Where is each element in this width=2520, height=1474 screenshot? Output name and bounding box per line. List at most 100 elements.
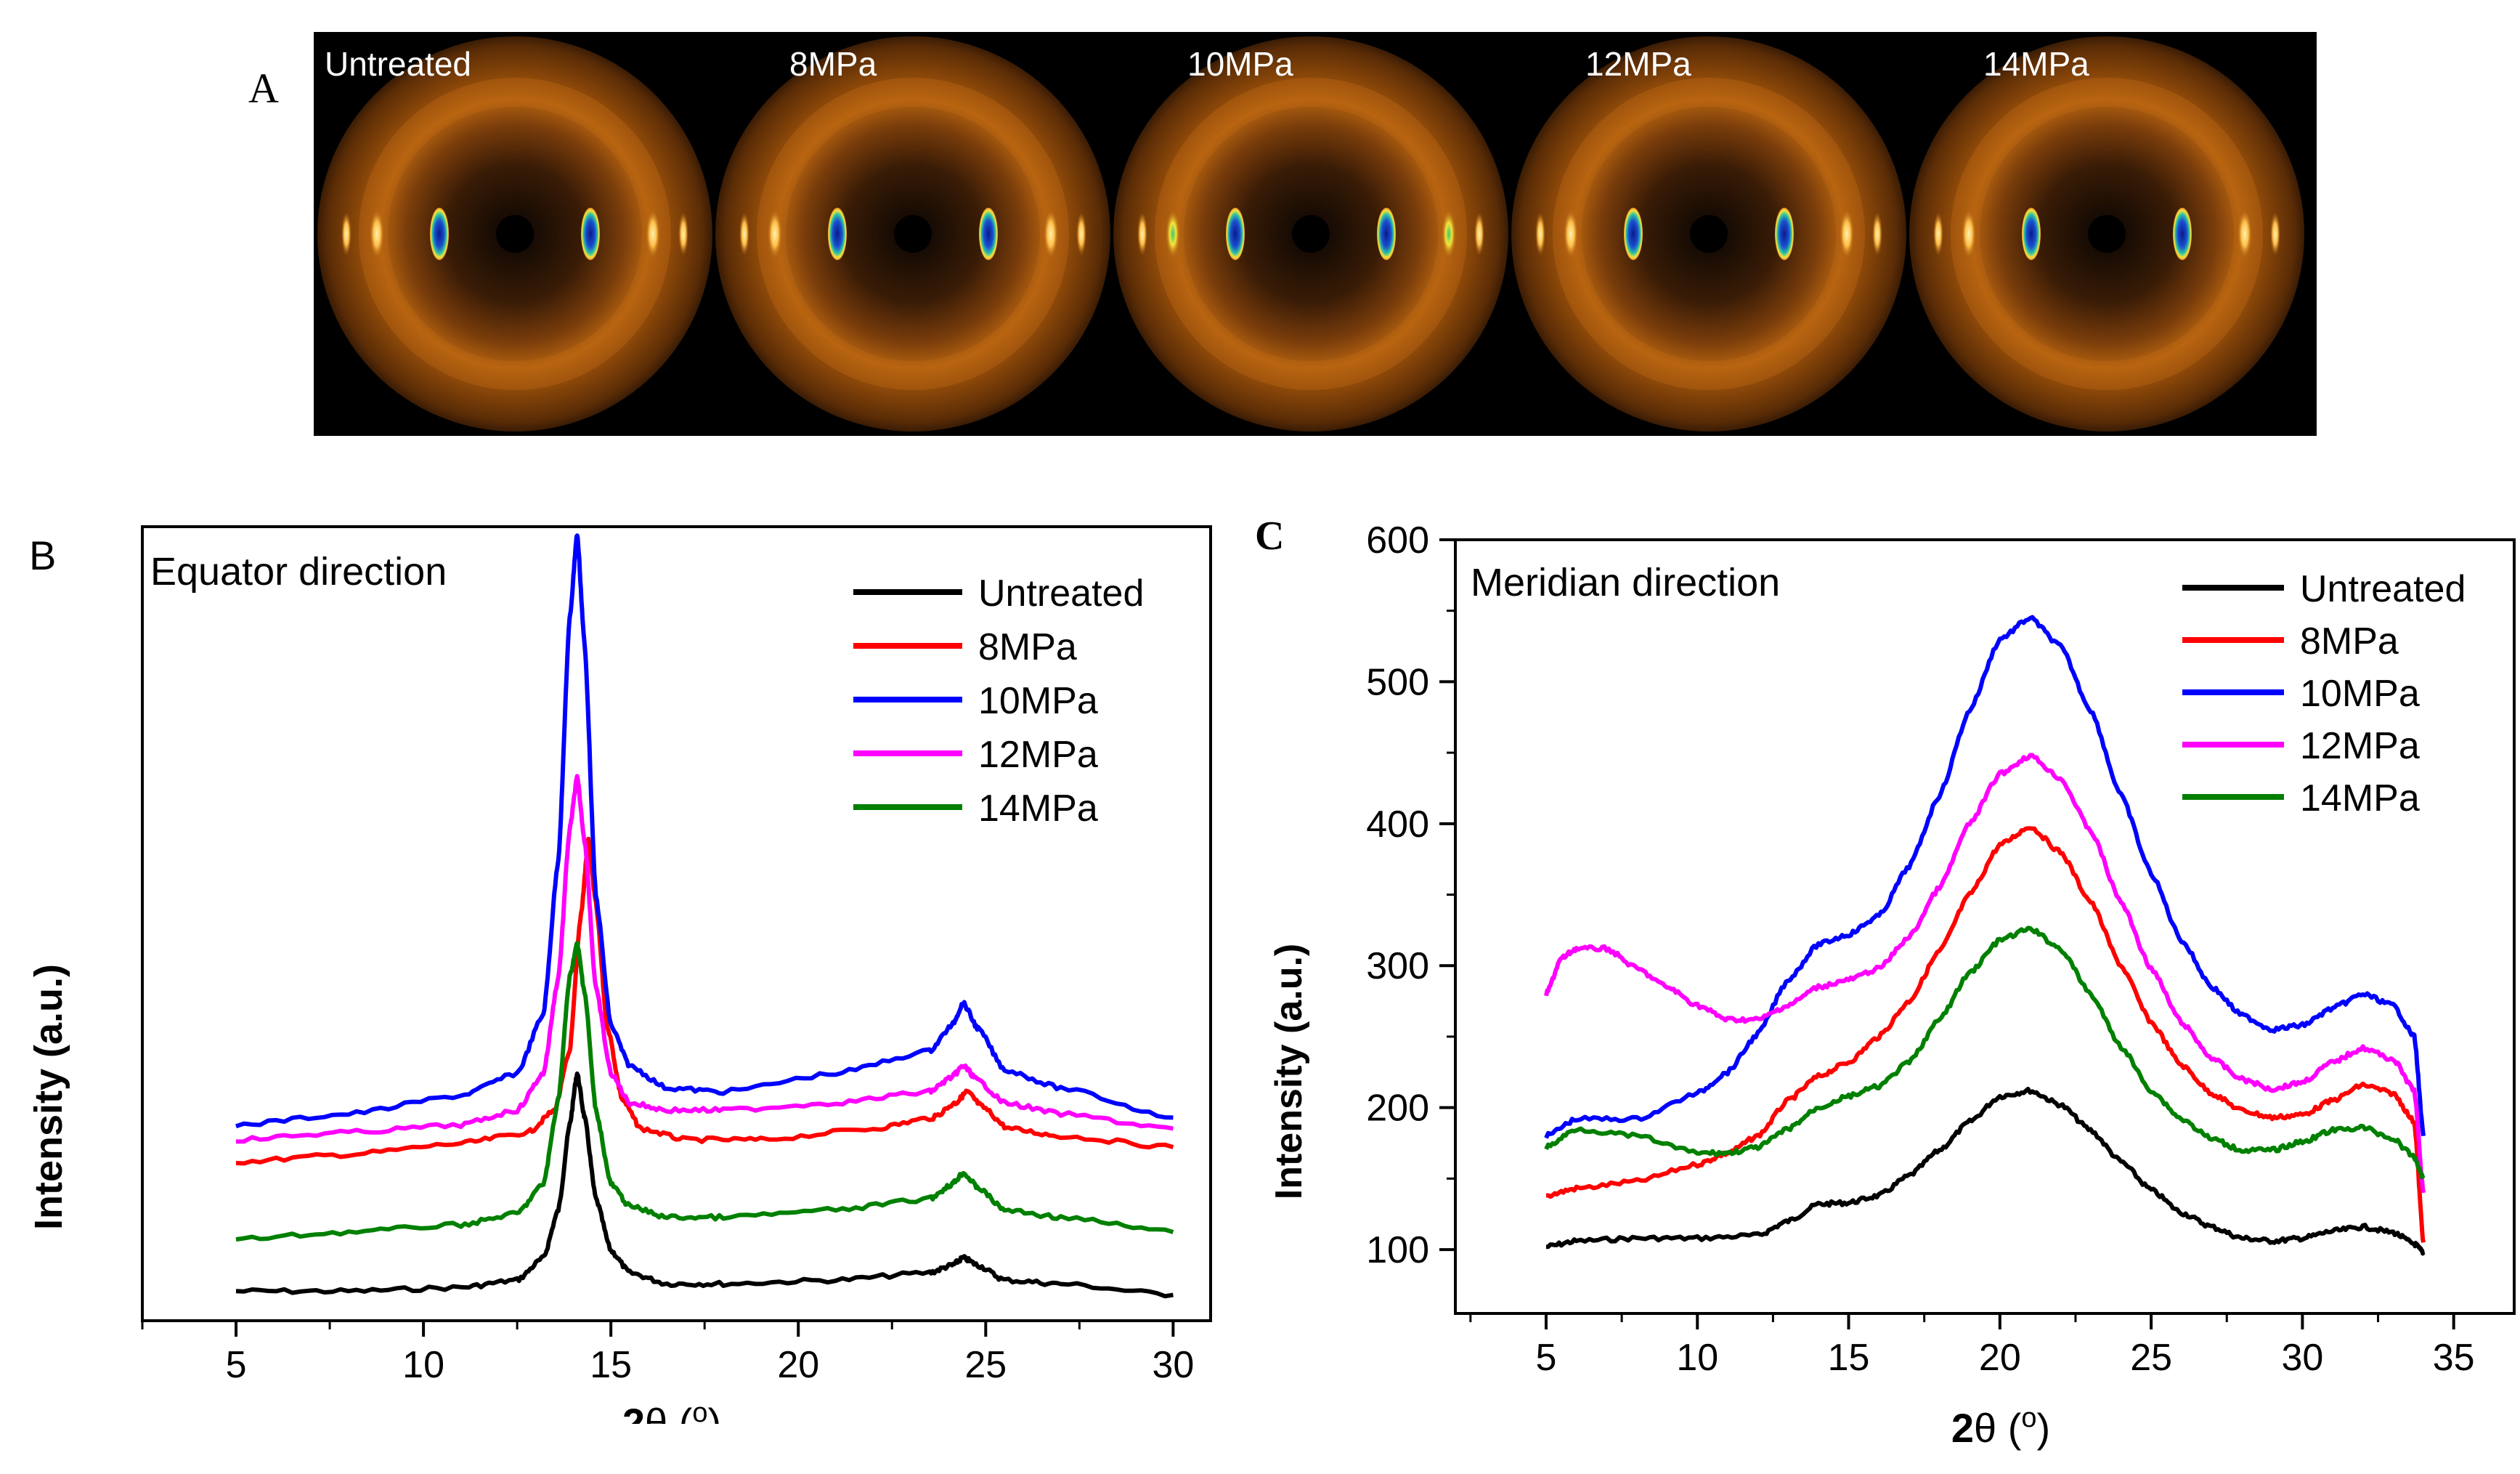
series-line-12mpa (235, 774, 1174, 1144)
outer-ring-spot (646, 209, 660, 259)
series-line-14mpa (1544, 926, 2426, 1181)
diffraction-label: Untreated (325, 45, 471, 83)
x-tick-label: 10 (1676, 1337, 1718, 1379)
legend-entry: Untreated (2300, 568, 2466, 610)
edge-spot (678, 212, 688, 256)
diffraction-pattern: Untreated (317, 36, 712, 432)
beamstop (894, 215, 932, 253)
outer-ring-spot (1442, 209, 1456, 259)
outer-ring-spot (370, 209, 384, 259)
x-tick-label: 20 (777, 1344, 819, 1386)
series-line-10mpa (235, 533, 1174, 1129)
meridian-xlabel-theta: θ (1974, 1405, 1996, 1451)
equator-spot (581, 208, 600, 260)
edge-spot (739, 212, 749, 256)
meridian-chart: 5 10 15 20 25 30 35 100 200 300 400 500 600 Untreate… (1268, 519, 2516, 1451)
equator-spot (1377, 208, 1396, 260)
edge-spot (2270, 212, 2280, 256)
equator-spot (1624, 208, 1643, 260)
panel-b-label: B (29, 532, 57, 578)
legend-entry: 10MPa (978, 680, 1098, 722)
series-line-12mpa (1544, 753, 2426, 1194)
edge-spot (1137, 212, 1147, 256)
beamstop (2088, 215, 2126, 253)
diffraction-pattern: 10MPa (1113, 36, 1508, 432)
series-line-untreated (1545, 1087, 2426, 1256)
diffraction-svg: Untreated 8MPa 10MPa 12MPa 14MPa (317, 36, 2304, 432)
equator-xlabel-degree: o (692, 1398, 707, 1424)
equator-spot (430, 208, 449, 260)
plot-frame (141, 525, 1212, 1322)
legend-entry: Untreated (978, 572, 1144, 615)
outer-ring-spot (1166, 209, 1180, 259)
diffraction-pattern: 8MPa (715, 36, 1110, 432)
series-line-8mpa (235, 836, 1174, 1166)
beamstop (1690, 215, 1728, 253)
equator-xlabel: 2θ (o) (622, 1398, 721, 1424)
equator-xlabel-close: ) (708, 1400, 722, 1424)
y-tick-label: 200 (1366, 1088, 1429, 1130)
x-tick-label: 5 (1536, 1337, 1557, 1379)
x-tick-label: 20 (1979, 1337, 2021, 1379)
beamstop (496, 215, 534, 253)
legend-entry: 14MPa (2300, 777, 2420, 819)
edge-spot (1933, 212, 1943, 256)
edge-spot (1474, 212, 1484, 256)
outer-ring-spot (1044, 209, 1058, 259)
meridian-xlabel-degree: o (2021, 1403, 2036, 1433)
outer-ring-spot (1564, 209, 1578, 259)
equator-spot (1775, 208, 1794, 260)
x-tick-label: 25 (2130, 1337, 2172, 1379)
y-tick-label: 400 (1366, 803, 1429, 846)
outer-ring-spot (2237, 209, 2252, 259)
legend-entry: 8MPa (978, 626, 1077, 668)
meridian-xlabel: 2θ (o) (1951, 1403, 2050, 1451)
diffraction-pattern: 12MPa (1511, 36, 1906, 432)
panel-a-label: A (248, 65, 279, 112)
diffraction-label: 14MPa (1983, 45, 2089, 83)
x-tick-label: 35 (2433, 1337, 2475, 1379)
x-tick-label: 30 (2281, 1337, 2323, 1379)
panel-a-diffraction-images: Untreated 8MPa 10MPa 12MPa 14MPa (314, 32, 2317, 436)
diffraction-label: 12MPa (1585, 45, 1691, 83)
outer-ring-spot (1962, 209, 1976, 259)
panel-c-label: C (1255, 514, 1285, 559)
y-tick-label: 100 (1366, 1229, 1429, 1271)
legend-entry: 8MPa (2300, 620, 2399, 663)
equator-xlabel-open: ( (667, 1400, 693, 1424)
edge-spot (1535, 212, 1545, 256)
meridian-xlabel-two: 2 (1951, 1405, 1974, 1451)
x-tick-label: 25 (964, 1344, 1007, 1386)
meridian-annotation: Meridian direction (1471, 561, 1780, 604)
x-tick-label: 15 (590, 1344, 632, 1386)
edge-spot (1872, 212, 1882, 256)
meridian-xlabel-open: ( (1996, 1405, 2022, 1451)
equator-chart: 5 10 15 20 25 30 Untreated 8MPa 10MPa 12MPa 14MPa… (27, 525, 1212, 1424)
equator-spot (979, 208, 998, 260)
edge-spot (341, 212, 351, 256)
diffraction-label: 8MPa (789, 45, 877, 83)
legend-entry: 10MPa (2300, 673, 2420, 715)
legend-entry: 12MPa (978, 734, 1098, 776)
legend-entry: 12MPa (2300, 725, 2420, 767)
beamstop (1292, 215, 1330, 253)
meridian-xlabel-close: ) (2037, 1405, 2051, 1451)
series-line-10mpa (1544, 615, 2426, 1139)
y-tick-label: 300 (1366, 945, 1429, 987)
x-tick-label: 5 (226, 1344, 247, 1386)
x-tick-label: 15 (1828, 1337, 1870, 1379)
equator-spot (1226, 208, 1245, 260)
outer-ring-spot (768, 209, 782, 259)
diffraction-pattern: 14MPa (1909, 36, 2304, 432)
outer-ring-spot (1840, 209, 1854, 259)
plot-frame (1454, 538, 2516, 1315)
edge-spot (1076, 212, 1086, 256)
equator-xlabel-two: 2 (622, 1400, 645, 1424)
x-tick-label: 10 (402, 1344, 444, 1386)
y-tick-label: 600 (1366, 519, 1429, 562)
series-line-untreated (235, 1071, 1174, 1299)
equator-xlabel-theta: θ (645, 1400, 667, 1424)
y-tick-label: 500 (1366, 661, 1429, 703)
equator-ylabel: Intensity (a.u.) (27, 964, 70, 1230)
